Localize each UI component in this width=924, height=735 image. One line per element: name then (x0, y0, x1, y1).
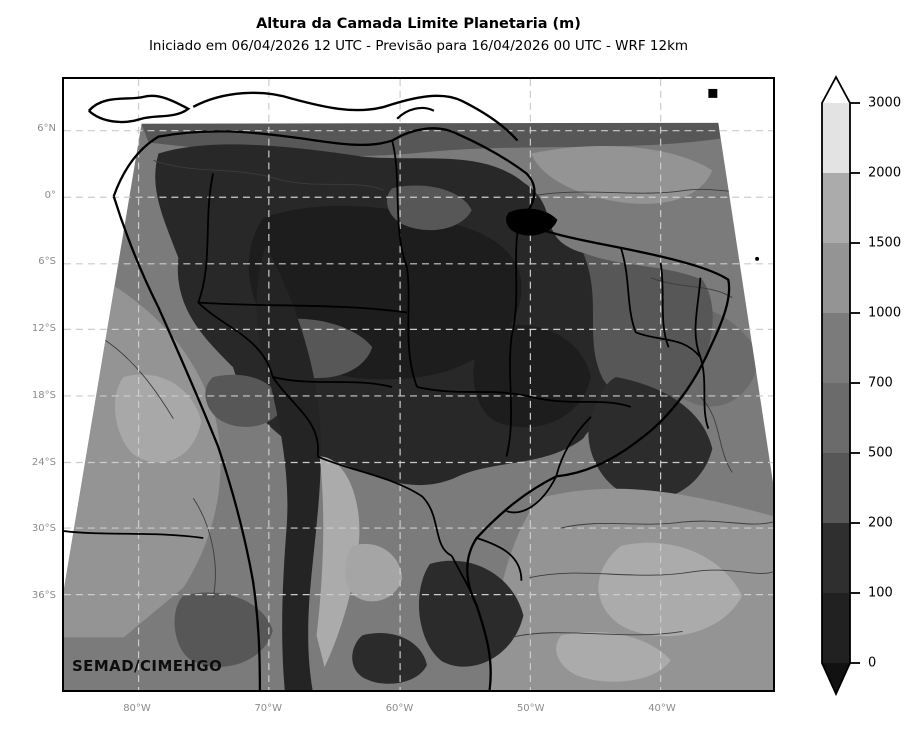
lon-tick-label: 60°W (385, 703, 414, 714)
colorbar-segment (822, 103, 850, 173)
state-borders (64, 140, 710, 606)
coastlines-and-borders (64, 88, 760, 690)
latitude-axis: 6°N 0° 6°S 12°S 18°S 24°S 30°S 36°S (0, 0, 56, 735)
colorbar-extend-under (822, 663, 850, 694)
lat-tick-label: 12°S (31, 323, 56, 335)
contour-lines (103, 160, 773, 638)
colorbar-segment (822, 453, 850, 523)
colorbar-segment (822, 313, 850, 383)
colorbar-segment (822, 243, 850, 313)
map-plot-area: SEMAD/CIMEHGO (62, 77, 775, 692)
lat-tick-label: 24°S (31, 456, 56, 468)
lon-tick-label: 50°W (516, 703, 545, 714)
figure-title: Altura da Camada Limite Planetaria (m) (256, 16, 581, 32)
lat-tick-label: 6°N (37, 123, 56, 134)
lon-tick-label: 80°W (123, 703, 151, 714)
colorbar-tick-label: 200 (868, 516, 893, 531)
lon-tick-label: 40°W (648, 703, 676, 714)
colorbar-segment (822, 593, 850, 663)
lat-tick-label: 36°S (31, 589, 56, 601)
colorbar: 3000 2000 1500 1000 700 500 200 100 0 (820, 75, 924, 699)
colorbar-segment (822, 383, 850, 453)
watermark-text: SEMAD/CIMEHGO (72, 657, 222, 675)
pbl-contour-field (64, 122, 773, 690)
lon-tick-label: 70°W (254, 703, 283, 714)
colorbar-tick-label: 700 (868, 376, 893, 391)
colorbar-segment (822, 173, 850, 243)
colorbar-extend-over (822, 77, 850, 103)
colorbar-tick-label: 1500 (868, 236, 901, 251)
colorbar-tick-label: 0 (868, 656, 876, 671)
colorbar-tick-label: 3000 (868, 96, 901, 111)
lat-tick-label: 0° (44, 189, 56, 201)
gridlines (64, 79, 773, 690)
colorbar-tick-label: 500 (868, 446, 893, 461)
colorbar-tick-label: 100 (868, 586, 893, 601)
lat-tick-label: 18°S (31, 389, 56, 401)
colorbar-tick-label: 1000 (868, 306, 901, 321)
colorbar-segment (822, 523, 850, 593)
lat-tick-label: 30°S (31, 523, 56, 535)
lat-tick-label: 6°S (38, 256, 56, 268)
map-canvas: SEMAD/CIMEHGO (64, 79, 773, 690)
figure-subtitle: Iniciado em 06/04/2026 12 UTC - Previsão… (148, 38, 689, 54)
colorbar-tick-label: 2000 (868, 166, 901, 181)
